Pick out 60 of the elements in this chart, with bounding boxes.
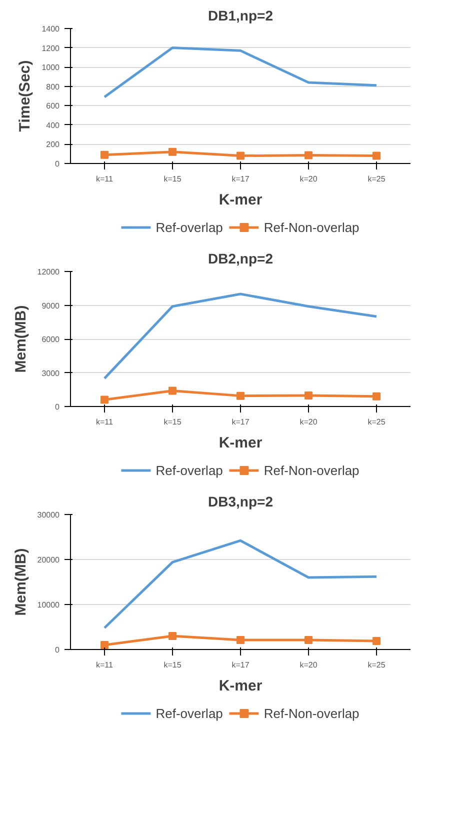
y-tick-label: 20000 bbox=[37, 556, 60, 564]
x-tick-label: k=17 bbox=[232, 660, 250, 670]
y-tick-label: 9000 bbox=[42, 301, 60, 310]
point bbox=[304, 391, 312, 400]
chart-title: DB3,np=2 bbox=[208, 494, 274, 510]
x-tick-label: k=25 bbox=[368, 174, 386, 184]
y-tick-label: 200 bbox=[46, 140, 60, 150]
point bbox=[304, 636, 312, 644]
point bbox=[168, 632, 176, 640]
x-tick-label: k=20 bbox=[300, 174, 318, 184]
x-tick-label: k=20 bbox=[300, 660, 318, 670]
legend-label: Ref-Non-overlap bbox=[264, 220, 360, 234]
x-axis-title: K-mer bbox=[218, 434, 262, 452]
x-tick-label: k=15 bbox=[164, 660, 182, 670]
line-series bbox=[103, 46, 378, 98]
y-tick-label: 12000 bbox=[37, 268, 60, 276]
y-axis-title: Mem(MB) bbox=[12, 305, 30, 373]
y-tick-label: 0 bbox=[55, 402, 60, 412]
y-tick-label: 3000 bbox=[42, 368, 60, 378]
y-tick-label: 30000 bbox=[37, 510, 60, 520]
x-tick-label: k=15 bbox=[164, 418, 182, 426]
x-axis-title: K-mer bbox=[218, 192, 262, 208]
x-tick-label: k=20 bbox=[300, 418, 318, 426]
chart-title: DB2,np=2 bbox=[208, 250, 274, 266]
point bbox=[100, 396, 108, 404]
point bbox=[100, 641, 108, 649]
legend-label: Ref-overlap bbox=[156, 220, 223, 234]
x-tick-label: k=15 bbox=[164, 174, 182, 184]
y-tick-label: 1000 bbox=[42, 63, 60, 72]
point bbox=[168, 386, 176, 395]
legend-label: Ref-overlap bbox=[156, 462, 223, 478]
legend-label: Ref-overlap bbox=[156, 706, 223, 720]
y-tick-label: 600 bbox=[46, 102, 60, 111]
line-series bbox=[103, 292, 378, 380]
x-tick-label: k=25 bbox=[368, 418, 386, 426]
x-tick-label: k=25 bbox=[368, 660, 386, 670]
y-axis-title: Mem(MB) bbox=[12, 548, 30, 616]
x-tick-label: k=17 bbox=[232, 418, 250, 426]
legend-label: Ref-Non-overlap bbox=[264, 462, 360, 478]
y-tick-label: 1400 bbox=[42, 24, 60, 34]
y-tick-label: 800 bbox=[46, 82, 60, 92]
x-tick-label: k=11 bbox=[96, 174, 114, 184]
y-axis-title: Time(Sec) bbox=[16, 60, 34, 132]
point bbox=[372, 392, 380, 400]
x-axis-title: K-mer bbox=[218, 678, 262, 694]
y-tick-label: 0 bbox=[55, 160, 60, 168]
line-series bbox=[103, 539, 378, 630]
x-tick-label: k=17 bbox=[232, 174, 250, 184]
point bbox=[372, 636, 380, 645]
x-tick-label: k=11 bbox=[96, 660, 114, 670]
y-tick-label: 0 bbox=[55, 646, 60, 654]
point bbox=[236, 392, 244, 400]
chart-title: DB1,np=2 bbox=[208, 8, 274, 24]
y-tick-label: 400 bbox=[46, 120, 60, 130]
x-tick-label: k=11 bbox=[96, 418, 114, 426]
point bbox=[236, 636, 244, 644]
y-tick-label: 1200 bbox=[42, 44, 60, 53]
y-tick-label: 6000 bbox=[42, 335, 60, 344]
y-tick-label: 10000 bbox=[37, 600, 60, 610]
legend-label: Ref-Non-overlap bbox=[264, 706, 360, 720]
